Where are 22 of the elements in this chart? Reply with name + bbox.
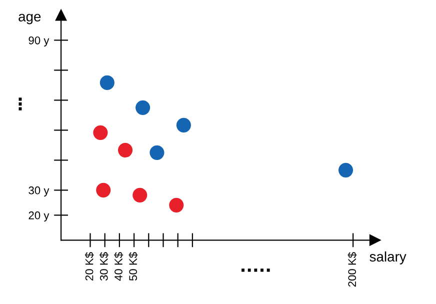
y-tick-label: 30 y	[28, 186, 50, 196]
point	[136, 100, 150, 115]
point	[176, 118, 191, 132]
point	[132, 188, 148, 202]
x-tick-label: 20 K$	[84, 252, 94, 280]
text: ⋮	[18, 98, 22, 110]
x-tick-label: 50 K$	[128, 252, 138, 281]
x-tick-label: 40 K$	[114, 252, 124, 281]
point	[169, 198, 184, 212]
point	[93, 125, 108, 140]
y-tick-label: 20 y	[28, 211, 50, 222]
point	[118, 142, 133, 158]
point	[150, 145, 164, 160]
y-axis-title: age	[18, 14, 41, 24]
x-tick-label: 200 K$	[348, 252, 357, 287]
point	[338, 162, 354, 178]
point	[96, 182, 111, 198]
text: .....	[242, 268, 270, 272]
y-tick-label: 90 y	[28, 36, 50, 47]
point	[100, 75, 114, 90]
x-tick-label: 30 K$	[99, 252, 108, 281]
x-axis-title: salary	[370, 251, 406, 264]
